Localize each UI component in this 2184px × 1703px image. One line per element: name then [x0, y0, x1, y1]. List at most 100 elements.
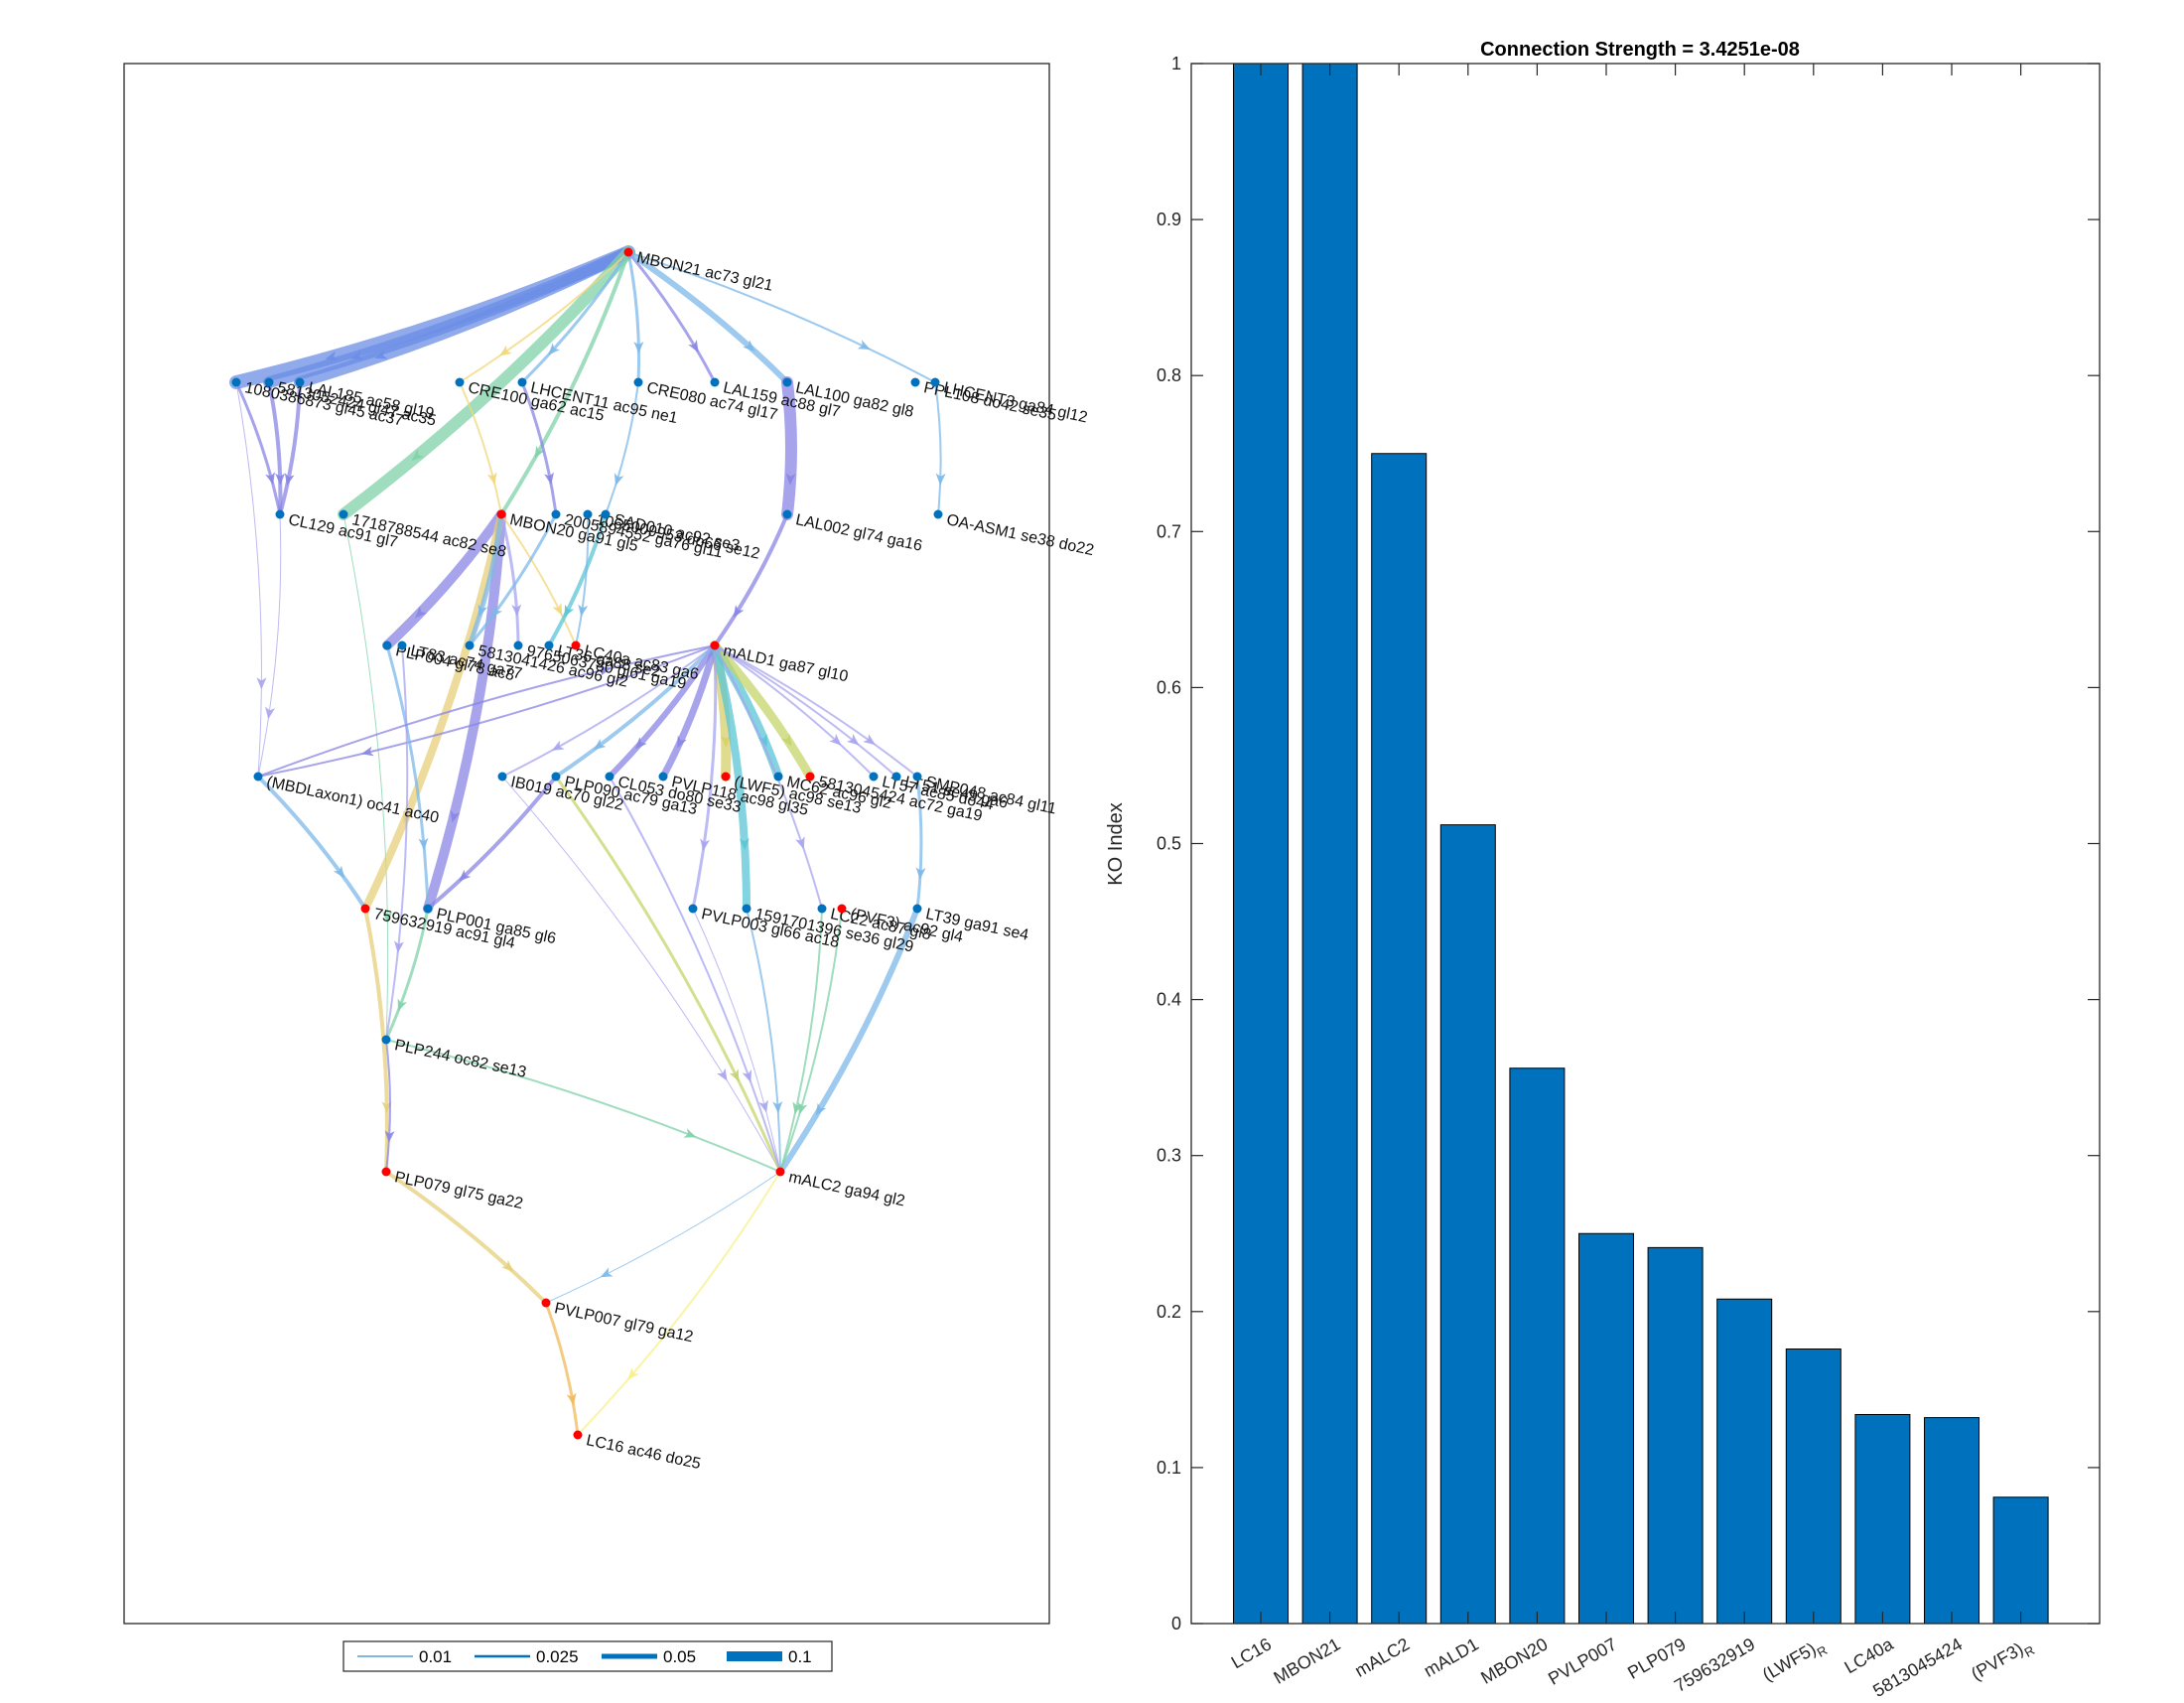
edge-mbon21-lal159 [626, 250, 717, 384]
node-lt83 [397, 640, 407, 650]
edge-arrowhead [729, 1068, 740, 1082]
edge-arrowhead [739, 838, 750, 851]
edge-arrowhead [552, 602, 563, 616]
edge-mald1-n5813045424 [710, 640, 815, 781]
node-cre100 [455, 377, 465, 387]
y-tick-label: 0.3 [1157, 1146, 1181, 1166]
edge-arrowhead [600, 1267, 614, 1278]
bar-mbon21 [1301, 63, 1358, 1625]
edge-arrowhead [935, 473, 946, 486]
edge-arrowhead [333, 865, 344, 879]
node-plp004 [382, 640, 392, 650]
node-n1591 [742, 904, 751, 914]
edge-cre100-mbon20 [459, 381, 502, 515]
node-pvlp003 [688, 904, 698, 914]
edge-arrowhead [459, 869, 472, 882]
y-tick-label: 0 [1171, 1614, 1181, 1633]
edge-arrowhead [785, 473, 796, 486]
edge-arrowhead [397, 998, 407, 1012]
node-n1065 [583, 509, 593, 519]
edge-arrowhead [721, 735, 732, 748]
node-oaasm1 [933, 509, 943, 519]
edge-mald1-lt51 [714, 644, 897, 778]
edge-lal100-lal002 [781, 376, 797, 520]
edge-n1591-malc2 [746, 908, 781, 1173]
edge-lt39-malc2 [777, 906, 920, 1175]
bar-malc2 [1371, 453, 1428, 1625]
node-n1718 [339, 509, 348, 519]
node-n5813045424 [805, 772, 815, 781]
chart-title: Connection Strength = 3.4251e-08 [1480, 39, 1800, 61]
edge-arrowhead [403, 810, 413, 824]
edge-plp004-plp001 [385, 643, 430, 911]
edge-plp090-malc2 [554, 775, 782, 1174]
x-tick-label: mALC2 [1351, 1634, 1413, 1681]
x-tick-label: PVLP007 [1545, 1634, 1620, 1689]
x-tick-label-text: (PVF3) [1968, 1638, 2026, 1684]
node-n5813b [264, 377, 274, 387]
y-tick-label: 0.5 [1157, 834, 1181, 854]
y-tick-label: 1 [1171, 54, 1181, 73]
edge-mald1-pvlpx [659, 641, 719, 781]
edge-mbdl-n7596 [256, 775, 367, 911]
edge-mbdl-mald1 [257, 644, 716, 778]
node-lc22 [817, 904, 827, 914]
node-plp090 [551, 772, 561, 781]
node-mbdl [253, 772, 263, 781]
edge-mbon20-lc40a [500, 513, 577, 646]
edge-arrowhead [284, 473, 295, 487]
node-sad010 [601, 509, 611, 519]
x-tick-label: LC16 [1228, 1634, 1275, 1673]
edge-arrowhead [614, 473, 624, 487]
node-pvlp007 [541, 1298, 551, 1308]
node-n2005 [551, 509, 561, 519]
edge-arrowhead [360, 746, 374, 757]
legend-label: 0.1 [788, 1647, 812, 1666]
edge-malc2-pvlp007 [545, 1171, 781, 1304]
edge-mbon20-n7596 [361, 510, 505, 913]
edge-mald1-cl053 [607, 642, 718, 780]
edge-mbon20-plp004 [382, 509, 506, 650]
graph-axes-box [123, 63, 1050, 1625]
ko-index-bar-chart: Connection Strength = 3.4251e-08 KO Inde… [1105, 39, 2101, 1701]
edge-arrowhead [394, 940, 404, 953]
node-lhcent3 [930, 377, 940, 387]
node-lal002 [782, 509, 792, 519]
edge-arrowhead [564, 604, 575, 618]
y-tick-label: 0.6 [1157, 677, 1181, 697]
node-mald1 [710, 640, 720, 650]
edge-n1718-plp244 [342, 513, 389, 1041]
bar-mald1 [1439, 824, 1496, 1625]
bar-mbon20 [1509, 1067, 1566, 1625]
bar-759632919 [1716, 1298, 1773, 1625]
edge-plp244-plp079 [385, 1039, 391, 1173]
edge-mbon20-n9765 [499, 512, 520, 647]
node-smp048 [912, 772, 922, 781]
x-tick-label: (LWF5)R [1759, 1634, 1830, 1690]
edge-cre080-sad010 [605, 381, 639, 515]
edge-plp079-pvlp007 [384, 1170, 548, 1305]
bar-pvf3 [1992, 1496, 2049, 1625]
edge-plp090-plp001 [426, 775, 558, 911]
edge-mbon21-n1718 [338, 246, 634, 520]
edge-mbon21-cre100 [459, 251, 629, 383]
edge-mbon21-lhcent11 [520, 250, 630, 384]
edge-arrowhead [418, 837, 429, 851]
node-lhcent11 [517, 377, 527, 387]
edge-mald1-smp048 [714, 644, 918, 778]
edge-arrowhead [627, 1367, 639, 1380]
edge-arrowhead [566, 1392, 577, 1406]
x-tick-label: MBON20 [1477, 1634, 1551, 1688]
edge-arrowhead [265, 706, 276, 720]
node-lwf5 [721, 772, 731, 781]
y-tick-label: 0.2 [1157, 1302, 1181, 1322]
edge-arrowhead [501, 1259, 514, 1272]
edge-arrowhead [382, 911, 393, 924]
edge-weight-legend: 0.01 0.025 0.05 0.1 [342, 1640, 833, 1672]
edge-arrowhead [578, 604, 589, 618]
x-tick-label: LC40a [1841, 1633, 1897, 1677]
node-lt39 [912, 904, 922, 914]
graph-edges [229, 245, 946, 1437]
edge-n1080-cl129 [234, 380, 282, 516]
edge-plp001-plp244 [384, 907, 430, 1042]
